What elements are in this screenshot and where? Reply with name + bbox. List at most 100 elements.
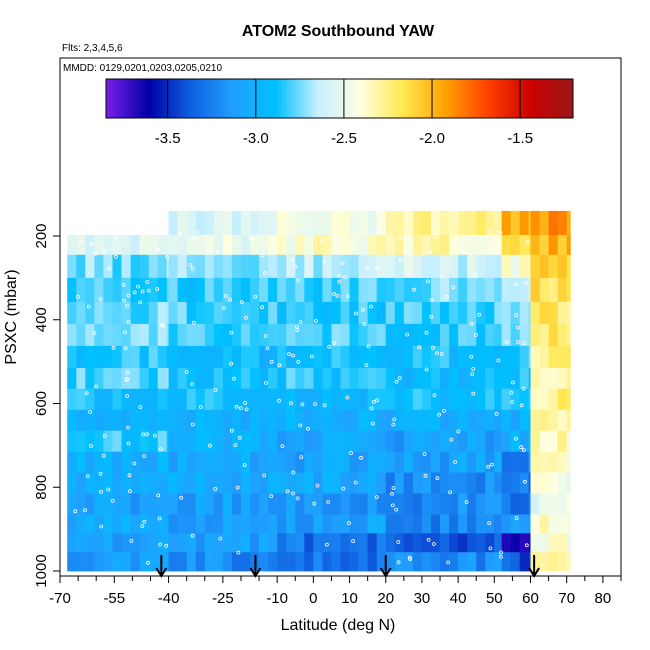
- heatmap-cell: [358, 514, 368, 534]
- heatmap-cell: [67, 514, 77, 534]
- sample-point: [157, 516, 162, 521]
- heatmap-cell: [322, 323, 332, 347]
- heatmap-cell: [85, 388, 95, 411]
- sample-point: [158, 447, 163, 452]
- heatmap-cell: [186, 514, 197, 534]
- sample-point: [495, 250, 500, 255]
- sample-point: [429, 298, 434, 303]
- heatmap-cell: [204, 472, 215, 494]
- heatmap-cell: [168, 323, 178, 347]
- heatmap-cell: [304, 451, 314, 473]
- heatmap-cell: [277, 254, 287, 279]
- heatmap-cell: [94, 514, 104, 534]
- sample-point: [464, 500, 469, 504]
- heatmap-cell: [157, 323, 168, 347]
- heatmap-cell: [213, 323, 224, 347]
- heatmap-cell: [103, 430, 113, 452]
- heatmap-cell: [476, 409, 486, 432]
- heatmap-cell: [168, 235, 178, 256]
- heatmap-cell: [85, 345, 95, 369]
- heatmap-cell: [566, 323, 571, 347]
- sample-point: [300, 402, 305, 407]
- heatmap-cell: [501, 345, 511, 369]
- heatmap-cell: [331, 323, 341, 347]
- heatmap-cell: [304, 388, 314, 411]
- heatmap-cell: [277, 210, 287, 236]
- sample-point: [299, 455, 304, 460]
- heatmap-cell: [213, 210, 224, 236]
- heatmap-cell: [510, 323, 520, 347]
- heatmap-cell: [394, 451, 405, 473]
- heatmap-cell: [231, 451, 242, 473]
- heatmap-cell: [528, 430, 531, 452]
- heatmap-cell: [286, 345, 296, 369]
- sample-point: [511, 380, 515, 385]
- sample-point: [88, 410, 92, 414]
- heatmap-cell: [367, 323, 377, 347]
- heatmap-cell: [166, 388, 169, 411]
- sample-point: [394, 507, 399, 512]
- sample-point: [315, 483, 320, 488]
- heatmap-cell: [394, 552, 405, 572]
- sample-point: [313, 402, 318, 407]
- heatmap-cell: [458, 552, 468, 572]
- heatmap-cell: [268, 210, 278, 236]
- heatmap-cell: [519, 533, 530, 553]
- sample-point: [446, 560, 451, 565]
- y-tick-label: 600: [33, 391, 50, 416]
- heatmap-cell: [403, 254, 414, 279]
- heatmap-cell: [476, 533, 486, 553]
- heatmap-cell: [168, 277, 178, 303]
- heatmap-cell: [494, 367, 502, 390]
- sample-point: [354, 311, 359, 316]
- sample-point: [510, 400, 514, 404]
- heatmap-cell: [376, 451, 387, 473]
- heatmap-cell: [286, 472, 296, 494]
- heatmap-cell: [295, 552, 305, 572]
- heatmap-cell: [358, 277, 368, 303]
- heatmap-cell: [349, 323, 359, 347]
- heatmap-cell: [403, 302, 414, 325]
- heatmap-cell: [304, 409, 314, 432]
- heatmap-cell: [286, 533, 296, 553]
- colorbar-tick-label: -2.0: [419, 130, 445, 147]
- heatmap-cell: [121, 235, 131, 256]
- heatmap-cell: [157, 533, 168, 553]
- heatmap-cell: [295, 409, 305, 432]
- heatmap-cell: [367, 430, 377, 452]
- heatmap-cell: [204, 210, 215, 236]
- heatmap-cell: [358, 493, 368, 515]
- sample-point: [213, 486, 218, 491]
- heatmap-cell: [177, 552, 187, 572]
- heatmap-cell: [530, 254, 540, 279]
- heatmap-cell: [467, 552, 477, 572]
- heatmap-cell: [539, 493, 549, 515]
- heatmap-cell: [528, 472, 531, 494]
- heatmap-cell: [367, 514, 377, 534]
- heatmap-cell: [485, 210, 495, 236]
- sample-point: [429, 314, 434, 319]
- heatmap-cell: [485, 367, 495, 390]
- sample-point: [291, 491, 295, 496]
- heatmap-cell: [557, 409, 568, 432]
- sample-point: [145, 280, 150, 284]
- heatmap-cell: [204, 388, 215, 411]
- heatmap-cell: [295, 430, 305, 452]
- heatmap-cell: [130, 552, 140, 572]
- heatmap-cell: [431, 552, 441, 572]
- sample-point: [396, 560, 401, 565]
- heatmap-cell: [85, 409, 95, 432]
- heatmap-cell: [277, 409, 287, 432]
- heatmap-cell: [367, 533, 377, 553]
- heatmap-cell: [539, 302, 549, 325]
- sample-point: [343, 275, 347, 279]
- heatmap-cell: [539, 514, 549, 534]
- sample-point: [106, 487, 111, 492]
- heatmap-cell: [241, 345, 251, 369]
- sample-point: [294, 324, 299, 329]
- heatmap-cell: [566, 345, 571, 369]
- heatmap-cell: [94, 277, 104, 303]
- heatmap-cell: [295, 472, 305, 494]
- sample-point: [227, 297, 232, 302]
- sample-point: [432, 393, 437, 398]
